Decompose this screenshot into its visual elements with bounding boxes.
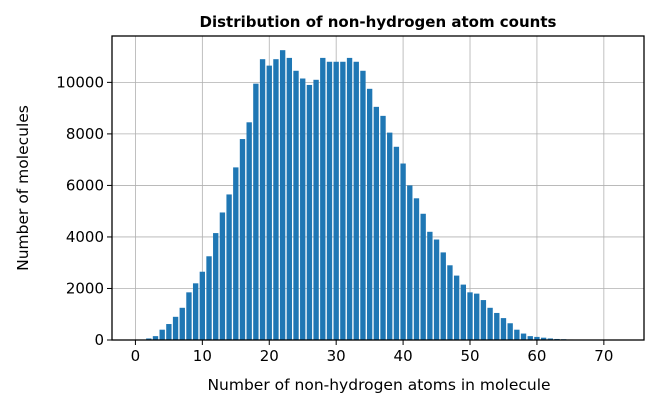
bar — [480, 300, 487, 340]
x-tick-label: 30 — [327, 347, 346, 365]
bar — [420, 213, 426, 340]
bars — [139, 50, 607, 341]
bar — [233, 167, 239, 340]
bar — [540, 337, 547, 340]
bar — [373, 106, 380, 340]
y-tick-label: 0 — [94, 331, 104, 349]
bar — [219, 212, 226, 340]
bar — [333, 61, 339, 341]
x-tick-label: 70 — [594, 347, 613, 365]
bar — [172, 316, 179, 340]
bar — [467, 292, 473, 340]
y-tick-label: 10000 — [56, 73, 104, 91]
bar — [527, 336, 533, 340]
bar — [387, 132, 393, 340]
bar — [266, 65, 272, 340]
bar — [353, 61, 359, 341]
y-tick-label: 6000 — [66, 176, 104, 194]
x-tick-label: 0 — [131, 347, 141, 365]
bar — [413, 198, 420, 340]
chart-title: Distribution of non-hydrogen atom counts — [200, 13, 557, 31]
bar — [547, 338, 553, 340]
bar — [192, 283, 199, 340]
bar — [487, 307, 493, 340]
y-tick-label: 4000 — [66, 228, 104, 246]
bar — [259, 59, 266, 341]
bar — [474, 293, 480, 340]
bar — [407, 185, 413, 340]
bar — [226, 194, 232, 340]
bar — [440, 252, 446, 340]
plot-frame — [111, 35, 645, 341]
bar — [313, 79, 319, 341]
bar — [534, 336, 540, 340]
bar — [199, 271, 206, 340]
y-axis-label: Number of molecules — [14, 105, 32, 271]
bar — [460, 284, 466, 340]
bar — [494, 312, 500, 340]
bar — [433, 239, 440, 340]
bar — [400, 163, 406, 340]
bar — [286, 57, 293, 340]
x-tick-label: 10 — [193, 347, 212, 365]
axis-ticks: 0 10 20 30 40 50 60 70 0 2000 4000 6000 8000 10000 — [56, 73, 613, 365]
bar — [340, 61, 346, 341]
bar — [520, 333, 527, 340]
bar — [293, 70, 299, 340]
bar — [500, 318, 507, 340]
bar — [253, 83, 259, 341]
x-axis-label: Number of non-hydrogen atoms in molecule — [207, 376, 550, 394]
bar — [179, 307, 185, 340]
bar — [360, 70, 366, 340]
bar — [393, 146, 400, 340]
bar — [366, 88, 373, 340]
bar — [453, 275, 460, 340]
bar — [346, 57, 353, 340]
x-tick-label: 40 — [394, 347, 413, 365]
bar — [447, 265, 453, 340]
bar — [213, 233, 219, 340]
bar — [206, 256, 212, 340]
bar — [239, 139, 246, 340]
bar — [152, 336, 159, 340]
bar — [300, 78, 306, 340]
bar — [320, 57, 326, 340]
y-tick-label: 2000 — [66, 279, 104, 297]
bar — [246, 122, 252, 340]
bar — [279, 50, 286, 340]
bar — [159, 329, 165, 340]
bar — [326, 61, 333, 341]
x-tick-label: 60 — [527, 347, 546, 365]
x-tick-label: 20 — [260, 347, 279, 365]
bar — [166, 324, 172, 340]
bar — [306, 84, 313, 340]
x-tick-label: 50 — [460, 347, 479, 365]
bar — [146, 338, 152, 340]
bar — [380, 115, 386, 340]
y-tick-label: 8000 — [66, 125, 104, 143]
bar — [186, 292, 192, 340]
bar — [507, 323, 513, 340]
bar — [427, 231, 433, 340]
bar — [273, 59, 279, 341]
bar — [514, 329, 520, 340]
